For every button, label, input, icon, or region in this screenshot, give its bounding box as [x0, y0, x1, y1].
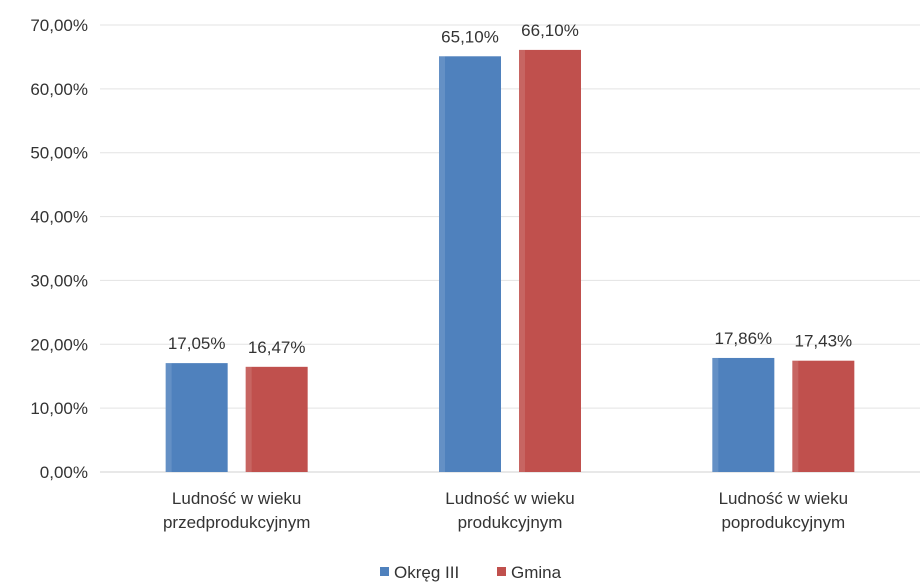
y-axis-ticks: 0,00% 10,00% 20,00% 30,00% 40,00% 50,00% 60,00…: [30, 16, 88, 482]
bar-okreg-iii: [165, 363, 228, 472]
legend-swatch: [497, 567, 506, 576]
bar-gmina: [792, 360, 855, 472]
data-label: 66,10%: [521, 21, 579, 40]
category-label: przedprodukcyjnym: [163, 513, 310, 532]
y-tick-label: 0,00%: [40, 463, 88, 482]
data-label: 17,86%: [714, 329, 772, 348]
bar-highlight: [245, 366, 252, 472]
category-label: produkcyjnym: [458, 513, 563, 532]
y-tick-label: 70,00%: [30, 16, 88, 35]
bar-highlight: [165, 363, 172, 472]
legend-swatch: [380, 567, 389, 576]
bars: [165, 49, 855, 472]
category-label: Ludność w wieku: [719, 489, 848, 508]
y-tick-label: 40,00%: [30, 208, 88, 227]
y-tick-label: 10,00%: [30, 399, 88, 418]
legend-label: Gmina: [511, 563, 562, 582]
legend-label: Okręg III: [394, 563, 459, 582]
data-label: 65,10%: [441, 27, 499, 46]
bar-okreg-iii: [439, 56, 501, 472]
data-label: 17,43%: [794, 332, 852, 351]
y-tick-label: 30,00%: [30, 271, 88, 290]
gridlines: [100, 24, 920, 473]
bar-highlight: [792, 360, 799, 472]
data-label: 17,05%: [168, 334, 226, 353]
y-tick-label: 50,00%: [30, 144, 88, 163]
category-label: Ludność w wieku: [172, 489, 301, 508]
y-tick-label: 20,00%: [30, 335, 88, 354]
bar-highlight: [519, 49, 525, 472]
y-tick-label: 60,00%: [30, 80, 88, 99]
bar-okreg-iii: [712, 357, 775, 472]
category-label: poprodukcyjnym: [721, 513, 845, 532]
category-labels: Ludność w wieku przedprodukcyjnym Ludność …: [163, 489, 848, 532]
data-labels: 17,05% 16,47% 65,10% 66,10% 17,86% 17,43%: [168, 21, 852, 357]
bar-highlight: [439, 56, 445, 472]
bar-gmina: [245, 366, 308, 472]
legend: Okręg III Gmina: [380, 563, 562, 582]
data-label: 16,47%: [248, 338, 306, 357]
category-label: Ludność w wieku: [445, 489, 574, 508]
bar-highlight: [712, 357, 719, 472]
bar-gmina: [519, 49, 581, 472]
